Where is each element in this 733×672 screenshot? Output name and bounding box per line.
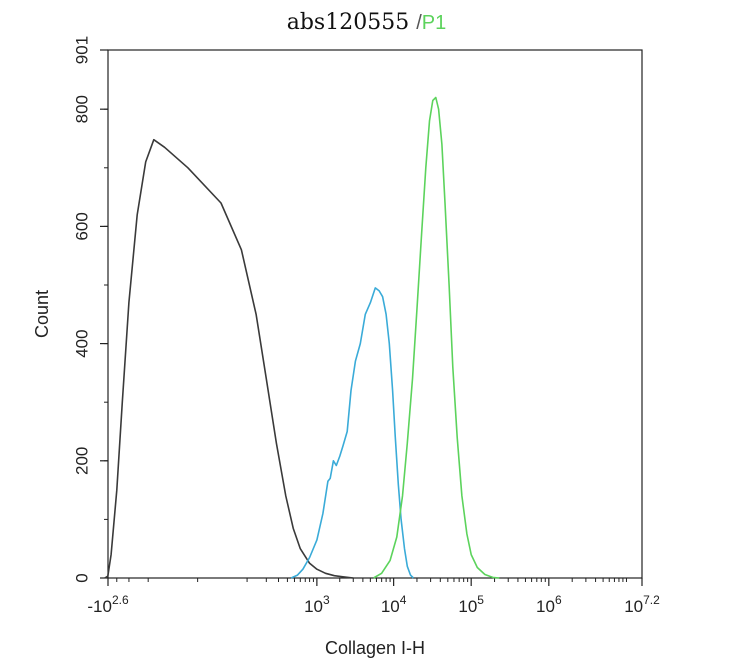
series-layer xyxy=(104,96,500,579)
x-tick-label: 106 xyxy=(536,593,562,616)
x-axis-ticks: -102.6 103 104 105 106 107.2 xyxy=(87,578,660,616)
x-tick-label: 103 xyxy=(304,593,330,616)
x-tick-label: 104 xyxy=(381,593,407,616)
chart-title-sample: abs120555 xyxy=(286,10,410,35)
y-tick-label: 901 xyxy=(73,36,92,64)
x-tick-label: 105 xyxy=(458,593,484,616)
plot-frame xyxy=(107,49,643,579)
x-tick-label: 107.2 xyxy=(624,593,660,616)
x-tick-label: -102.6 xyxy=(87,593,129,616)
y-tick-label: 200 xyxy=(73,447,92,475)
y-tick-label: 400 xyxy=(73,329,92,357)
series-line-2 xyxy=(290,287,414,579)
y-tick-label: 0 xyxy=(73,573,92,582)
series-line-3 xyxy=(373,96,500,579)
x-axis-label: Collagen I-H xyxy=(325,638,425,658)
chart-title: abs120555 /P1 xyxy=(0,10,733,35)
y-axis-ticks: 0 200 400 600 800 901 xyxy=(73,36,108,583)
y-tick-label: 600 xyxy=(73,212,92,240)
chart-title-gate: P1 xyxy=(421,12,447,34)
y-axis-label: Count xyxy=(32,290,52,338)
chart-title-separator: / xyxy=(416,12,422,34)
series-line-1 xyxy=(104,138,354,579)
y-tick-label: 800 xyxy=(73,95,92,123)
